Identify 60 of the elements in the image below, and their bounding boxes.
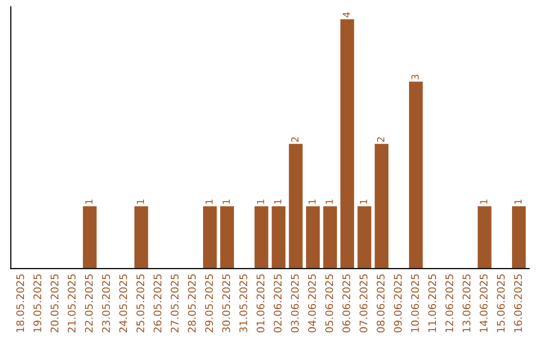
x-tick-label: 09.06.2025 bbox=[394, 274, 402, 332]
x-tick-label: 18.05.2025 bbox=[16, 274, 24, 332]
data-label: 1 bbox=[222, 200, 230, 204]
x-tick-label: 11.06.2025 bbox=[428, 274, 436, 332]
x-tick-label: 26.05.2025 bbox=[154, 274, 162, 332]
bar bbox=[254, 206, 268, 269]
x-tick-label: 08.06.2025 bbox=[376, 274, 385, 332]
data-label: 1 bbox=[85, 200, 92, 204]
x-tick-label: 05.06.2025 bbox=[325, 274, 334, 332]
bar bbox=[306, 206, 320, 269]
x-tick-label: 30.05.2025 bbox=[222, 274, 230, 332]
data-label: 1 bbox=[257, 200, 264, 204]
x-tick-label: 21.05.2025 bbox=[68, 274, 76, 332]
x-tick-label: 06.06.2025 bbox=[342, 274, 350, 332]
bar bbox=[478, 206, 492, 269]
bar bbox=[220, 206, 234, 269]
x-tick-label: 27.05.2025 bbox=[170, 274, 179, 332]
x-tick-label: 29.05.2025 bbox=[205, 274, 213, 332]
data-label: 4 bbox=[342, 12, 350, 18]
bar bbox=[409, 82, 423, 269]
x-tick-label: 22.05.2025 bbox=[84, 274, 93, 332]
bar bbox=[340, 19, 354, 269]
data-label: 1 bbox=[360, 200, 368, 204]
x-tick-label: 20.05.2025 bbox=[50, 274, 58, 332]
x-tick-label: 10.06.2025 bbox=[411, 274, 419, 332]
data-label: 2 bbox=[377, 137, 384, 142]
bar bbox=[82, 206, 97, 269]
x-tick-label: 19.05.2025 bbox=[33, 274, 42, 332]
x-tick-label: 04.06.2025 bbox=[308, 274, 316, 332]
x-tick-label: 02.06.2025 bbox=[274, 274, 282, 332]
bar bbox=[288, 144, 303, 269]
data-label: 1 bbox=[274, 200, 282, 204]
x-tick-label: 23.05.2025 bbox=[102, 274, 110, 332]
bar bbox=[358, 206, 372, 269]
data-label: 2 bbox=[291, 137, 298, 142]
x-tick-label: 01.06.2025 bbox=[256, 274, 264, 332]
data-label: 1 bbox=[308, 200, 316, 204]
x-tick-label: 13.06.2025 bbox=[462, 274, 470, 332]
data-label: 1 bbox=[326, 200, 333, 204]
data-label: 1 bbox=[206, 200, 213, 204]
data-label: 3 bbox=[411, 74, 419, 80]
bar bbox=[512, 206, 526, 269]
bar bbox=[323, 206, 337, 269]
bar bbox=[374, 144, 388, 269]
x-tick-label: 25.05.2025 bbox=[136, 274, 144, 332]
x-tick-label: 24.05.2025 bbox=[119, 274, 128, 332]
bar bbox=[203, 206, 217, 269]
x-tick-label: 15.06.2025 bbox=[496, 274, 505, 332]
x-tick-label: 07.06.2025 bbox=[360, 274, 368, 332]
bar bbox=[134, 206, 148, 269]
bar bbox=[272, 206, 286, 269]
data-label: 1 bbox=[136, 200, 144, 204]
x-tick-label: 14.06.2025 bbox=[480, 274, 488, 332]
x-tick-label: 28.05.2025 bbox=[188, 274, 196, 332]
x-tick-label: 31.05.2025 bbox=[239, 274, 248, 332]
x-tick-label: 03.06.2025 bbox=[290, 274, 299, 332]
data-label: 1 bbox=[514, 200, 522, 204]
x-tick-label: 16.06.2025 bbox=[514, 274, 522, 332]
data-label: 1 bbox=[480, 200, 488, 204]
x-tick-label: 12.06.2025 bbox=[445, 274, 454, 332]
